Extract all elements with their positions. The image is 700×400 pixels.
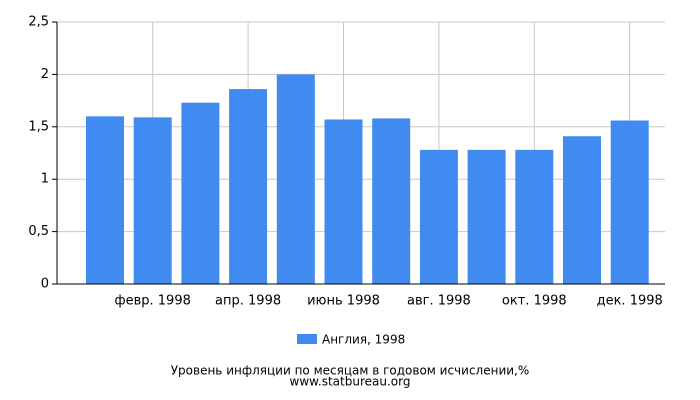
bar xyxy=(419,149,458,284)
bar xyxy=(610,120,649,285)
legend-label: Англия, 1998 xyxy=(322,333,405,347)
x-tick-label: апр. 1998 xyxy=(215,294,281,309)
bar xyxy=(515,149,554,284)
y-tick-label: 0 xyxy=(41,277,49,292)
x-tick-label: окт. 1998 xyxy=(502,294,567,309)
x-tick-label: авг. 1998 xyxy=(407,294,471,309)
x-tick-label: дек. 1998 xyxy=(597,294,663,309)
x-tick-label: июнь 1998 xyxy=(307,294,380,309)
y-tick-label: 1,5 xyxy=(28,119,49,134)
legend-swatch xyxy=(297,334,317,344)
bar xyxy=(86,116,124,284)
bar xyxy=(372,118,411,284)
bar xyxy=(563,136,601,284)
y-tick-label: 0,5 xyxy=(28,224,49,239)
bar xyxy=(229,89,268,285)
bar xyxy=(324,119,363,285)
y-tick-label: 1 xyxy=(41,172,49,187)
chart-title: Уровень инфляции по месяцам в годовом ис… xyxy=(171,364,530,378)
bar xyxy=(276,74,315,285)
y-tick-label: 2 xyxy=(41,67,49,82)
bar xyxy=(133,117,172,284)
source: www.statbureau.org xyxy=(290,375,411,389)
bar xyxy=(467,149,506,284)
bar xyxy=(181,102,220,284)
y-tick-label: 2,5 xyxy=(28,15,49,30)
x-tick-label: февр. 1998 xyxy=(115,294,191,309)
